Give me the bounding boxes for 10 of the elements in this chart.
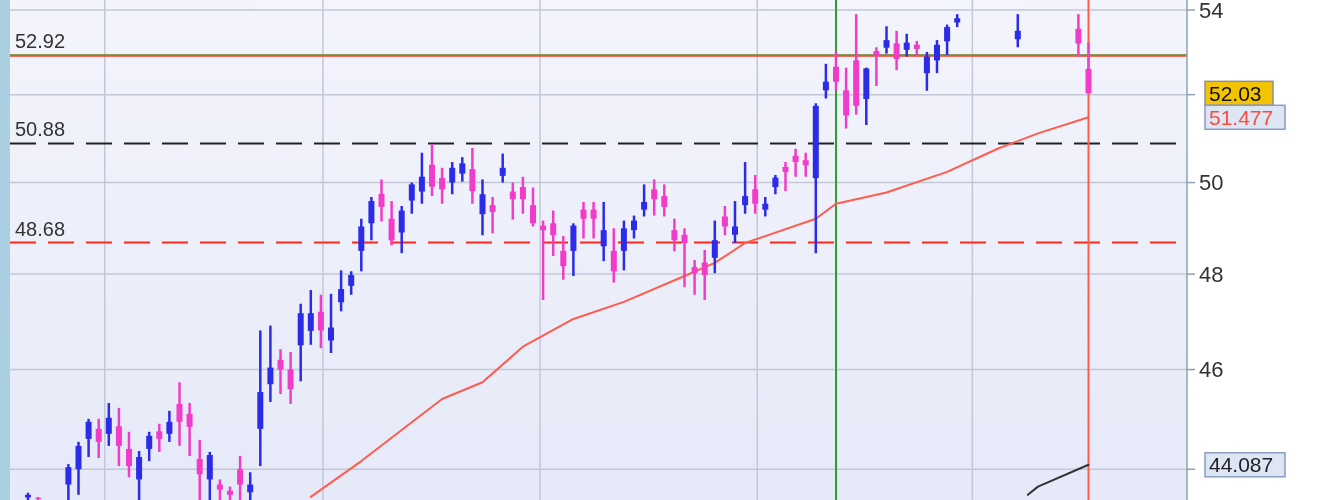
y-tick-label: 46 — [1199, 357, 1224, 383]
text: 52.03 — [1209, 81, 1262, 105]
ref-line-label: 52.92 — [15, 30, 66, 53]
ref-line-label: 50.88 — [15, 118, 66, 141]
ref-line-label: 48.68 — [15, 217, 66, 240]
y-tick-label: 50 — [1199, 170, 1224, 196]
text: 44.087 — [1209, 453, 1274, 477]
text: 51.477 — [1209, 105, 1274, 129]
y-tick-label: 54 — [1199, 0, 1224, 23]
y-tick-label: 48 — [1199, 261, 1224, 287]
